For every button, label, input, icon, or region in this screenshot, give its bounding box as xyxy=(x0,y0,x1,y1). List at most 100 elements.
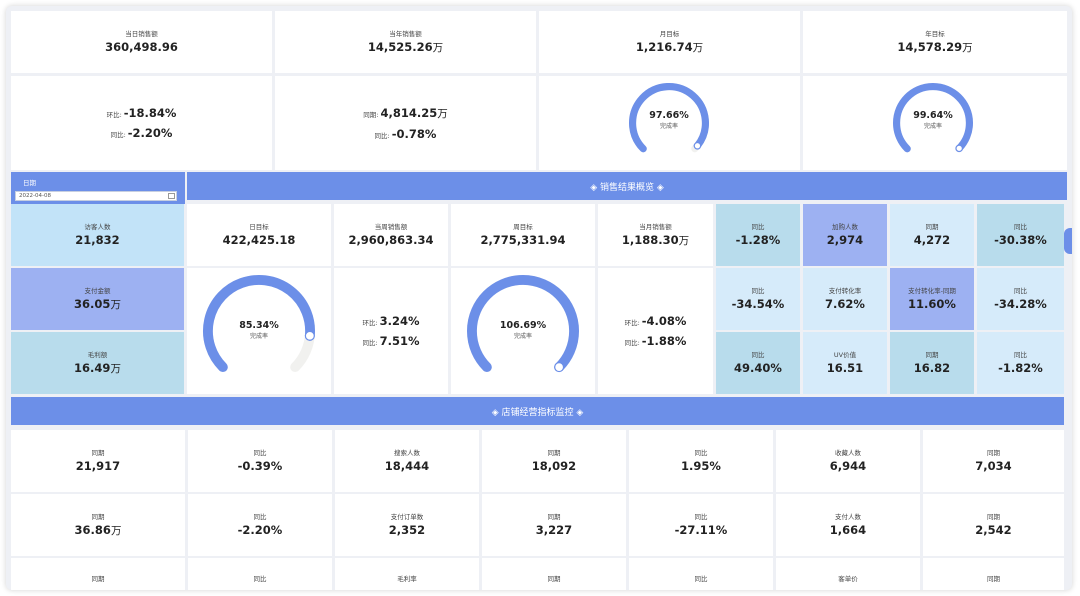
gauge-label: 完成率 xyxy=(659,122,678,130)
kpi-day-target: 日目标 422,425.18 xyxy=(187,204,331,266)
compare-value: -0.78% xyxy=(391,126,437,141)
grid-value: -1.28% xyxy=(735,233,781,247)
kpi-label: 当日销售额 xyxy=(125,29,158,38)
grid-cell: 同期 4,272 xyxy=(890,204,974,266)
store-metric-value: 1.95% xyxy=(681,459,721,473)
store-metric-label: 同期 xyxy=(547,512,561,521)
grid-cell: 同比 49.40% xyxy=(716,332,800,394)
grid-value: 16.51 xyxy=(826,361,864,375)
store-metric-label: 同期 xyxy=(91,448,105,457)
grid-value: -1.82% xyxy=(998,361,1043,375)
metric-value: 21,832 xyxy=(75,233,120,247)
store-metric-label: 同期 xyxy=(91,575,105,583)
compare-label: 环比: xyxy=(106,111,122,119)
store-metric-value: -0.39% xyxy=(237,459,283,473)
gauge-label: 完成率 xyxy=(923,122,942,130)
compare-label: 同期: xyxy=(363,110,379,119)
store-metric-cell: 同期 36.86万 xyxy=(11,494,185,556)
grid-cell: 同比 -1.82% xyxy=(977,332,1064,394)
store-metric-cell: 毛利率 xyxy=(335,558,479,590)
store-metric-label: 同比 xyxy=(694,512,708,521)
grid-label: 同期 xyxy=(925,350,939,359)
gauge-end-dot xyxy=(693,141,702,150)
grid-value: -34.54% xyxy=(731,297,785,311)
grid-cell: 支付转化率-同期 11.60% xyxy=(890,268,974,330)
compare-value: 3.24% xyxy=(379,314,420,328)
compare-label: 环比: xyxy=(624,319,640,327)
kpi-label: 年目标 xyxy=(925,29,945,38)
kpi-value: 1,216.74万 xyxy=(635,40,704,54)
kpi-label: 当年销售额 xyxy=(389,29,422,38)
gauge-value: 106.69% xyxy=(499,320,547,331)
store-metric-cell: 同期 3,227 xyxy=(482,494,626,556)
store-metric-value: -2.20% xyxy=(237,523,283,537)
month-compare: 环比: -4.08% 同比: -1.88% xyxy=(598,268,713,394)
month-gauge-cell: 97.66% 完成率 xyxy=(539,76,800,170)
kpi-value: 1,188.30万 xyxy=(621,233,690,247)
store-metric-label: 客单价 xyxy=(838,575,858,583)
store-metric-cell: 同期 18,092 xyxy=(482,430,626,492)
compare-label: 环比: xyxy=(362,319,378,327)
grid-label: 同期 xyxy=(925,222,939,231)
store-metric-cell: 同比 1.95% xyxy=(629,430,773,492)
store-metric-cell: 同比 -27.11% xyxy=(629,494,773,556)
kpi-year-sales: 当年销售额 14,525.26万 xyxy=(275,11,536,73)
gauge-end-dot xyxy=(554,362,565,373)
kpi-label: 日目标 xyxy=(249,222,269,231)
compare-value: -2.20% xyxy=(127,126,173,140)
sales-overview-banner: ◈ 销售结果概览 ◈ xyxy=(187,172,1067,200)
grid-label: 同比 xyxy=(1014,222,1027,231)
store-metric-cell: 客单价 xyxy=(776,558,920,590)
store-metric-cell: 同期 xyxy=(11,558,185,590)
store-metric-cell: 支付订单数 2,352 xyxy=(335,494,479,556)
grid-value: 16.82 xyxy=(913,361,951,375)
dashboard: 当日销售额 360,498.96 当年销售额 14,525.26万 月目标 1,… xyxy=(6,6,1072,590)
store-metric-cell: 同比 -2.20% xyxy=(188,494,332,556)
store-metric-cell: 同比 xyxy=(188,558,332,590)
metric-value: 36.05万 xyxy=(74,297,121,311)
kpi-label: 当周销售额 xyxy=(374,222,408,231)
gauge-label: 完成率 xyxy=(513,332,532,340)
completion-gauge: 97.66% 完成率 xyxy=(627,81,711,165)
daily-compare: 环比: -18.84% 同比: -2.20% xyxy=(11,76,272,170)
store-metric-value: 18,092 xyxy=(531,459,577,473)
store-metric-label: 同比 xyxy=(694,575,708,583)
side-panel-toggle[interactable] xyxy=(1064,228,1072,254)
grid-value: 49.40% xyxy=(734,361,782,375)
date-filter: 日期 2022-04-08 xyxy=(11,172,185,204)
kpi-value: 14,525.26万 xyxy=(367,40,444,54)
store-metric-label: 同期 xyxy=(547,575,561,583)
gauge-svg xyxy=(629,83,709,153)
grid-cell: 同比 -34.28% xyxy=(977,268,1064,330)
calendar-icon[interactable] xyxy=(168,193,175,199)
grid-cell: 加购人数 2,974 xyxy=(803,204,887,266)
day-gauge-cell: 85.34% 完成率 xyxy=(187,268,331,394)
store-metric-label: 搜索人数 xyxy=(394,448,420,457)
grid-cell: 同期 16.82 xyxy=(890,332,974,394)
compare-value: 7.51% xyxy=(379,334,420,348)
kpi-value: 360,498.96 xyxy=(105,40,178,54)
store-metric-label: 支付人数 xyxy=(835,512,861,521)
compare-value: 4,814.25万 xyxy=(380,105,448,120)
gauge-svg xyxy=(467,275,579,373)
gauge-end-dot xyxy=(304,330,315,341)
store-metric-cell: 收藏人数 6,944 xyxy=(776,430,920,492)
grid-cell: UV价值 16.51 xyxy=(803,332,887,394)
compare-label: 同比: xyxy=(624,339,640,347)
store-metric-label: 同期 xyxy=(987,575,1000,583)
kpi-month-target: 月目标 1,216.74万 xyxy=(539,11,800,73)
grid-cell: 同比 -34.54% xyxy=(716,268,800,330)
kpi-label: 当月销售额 xyxy=(639,222,672,231)
date-input[interactable]: 2022-04-08 xyxy=(15,191,177,201)
store-metric-cell: 同比 xyxy=(629,558,773,590)
store-metric-label: 同比 xyxy=(253,512,267,521)
store-metric-label: 毛利率 xyxy=(397,575,417,583)
completion-gauge: 106.69% 完成率 xyxy=(465,273,581,389)
gauge-value: 99.64% xyxy=(913,110,953,121)
compare-value: -1.88% xyxy=(641,334,687,348)
grid-label: 加购人数 xyxy=(832,222,858,231)
grid-value: -34.28% xyxy=(994,297,1047,311)
compare-label: 同比: xyxy=(362,339,378,347)
kpi-value: 422,425.18 xyxy=(222,233,296,247)
store-metric-cell: 同期 xyxy=(923,558,1064,590)
